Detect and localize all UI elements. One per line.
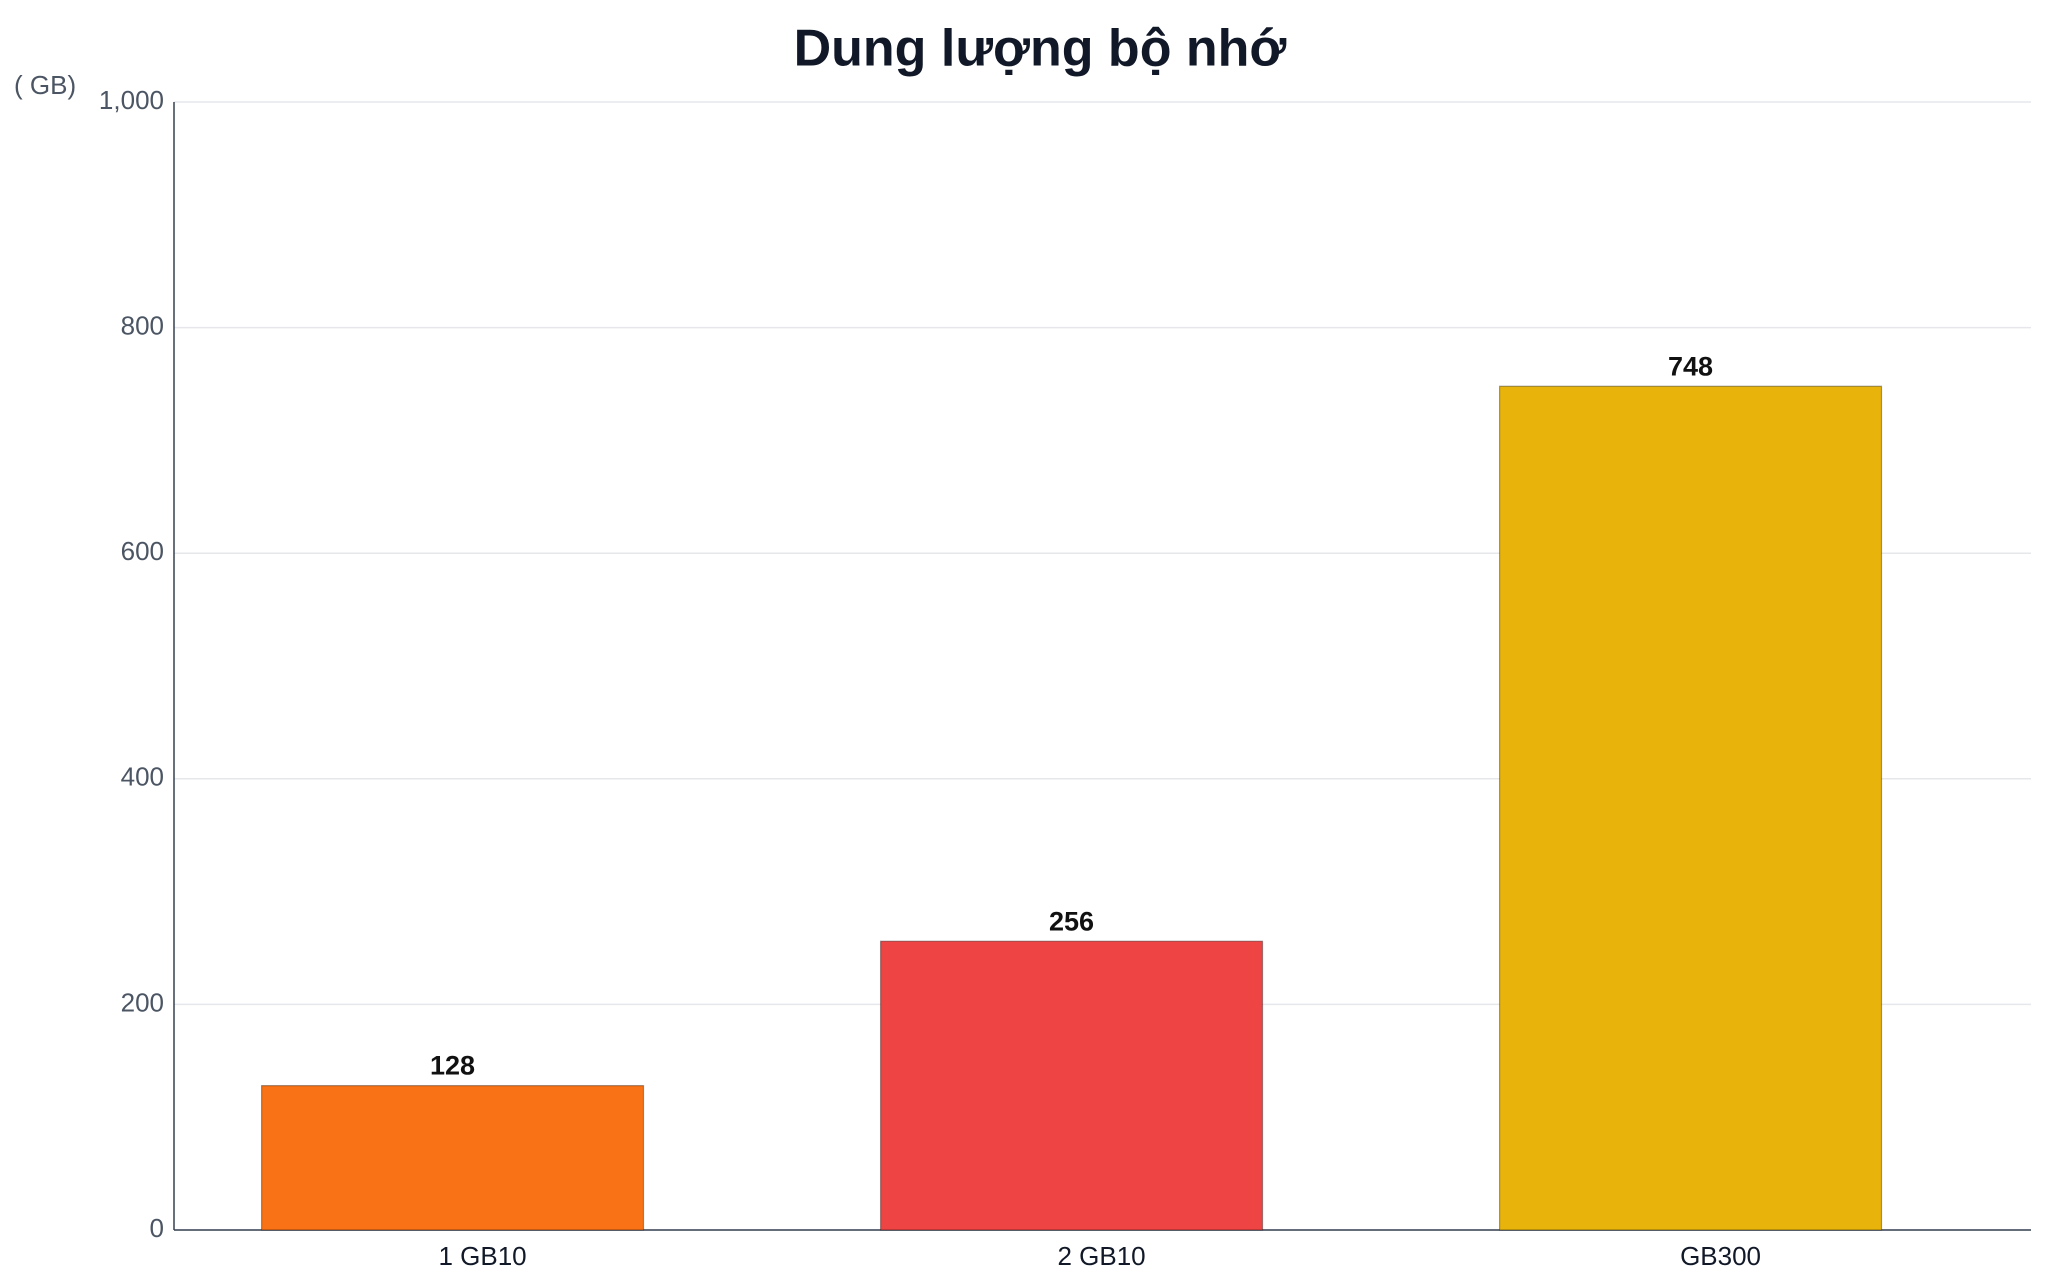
y-tick-label: 600	[121, 536, 164, 566]
value-label: 748	[1668, 351, 1713, 381]
value-label: 256	[1049, 906, 1094, 936]
chart-title: Dung lượng bộ nhớ	[794, 20, 1287, 78]
x-tick-label: 1 GB10	[438, 1241, 526, 1271]
bar	[1498, 385, 1883, 1231]
y-tick-label: 200	[121, 987, 164, 1017]
y-tick-label: 0	[150, 1213, 164, 1243]
y-tick-label: 1,000	[99, 85, 164, 115]
y-axis-label: ( GB)	[14, 70, 76, 100]
bar	[260, 1085, 645, 1231]
x-tick-label: GB300	[1680, 1241, 1761, 1271]
y-tick-label: 800	[121, 310, 164, 340]
value-label: 128	[430, 1051, 475, 1081]
x-tick-label: 2 GB10	[1057, 1241, 1145, 1271]
y-tick-label: 400	[121, 762, 164, 792]
bar	[879, 940, 1264, 1231]
